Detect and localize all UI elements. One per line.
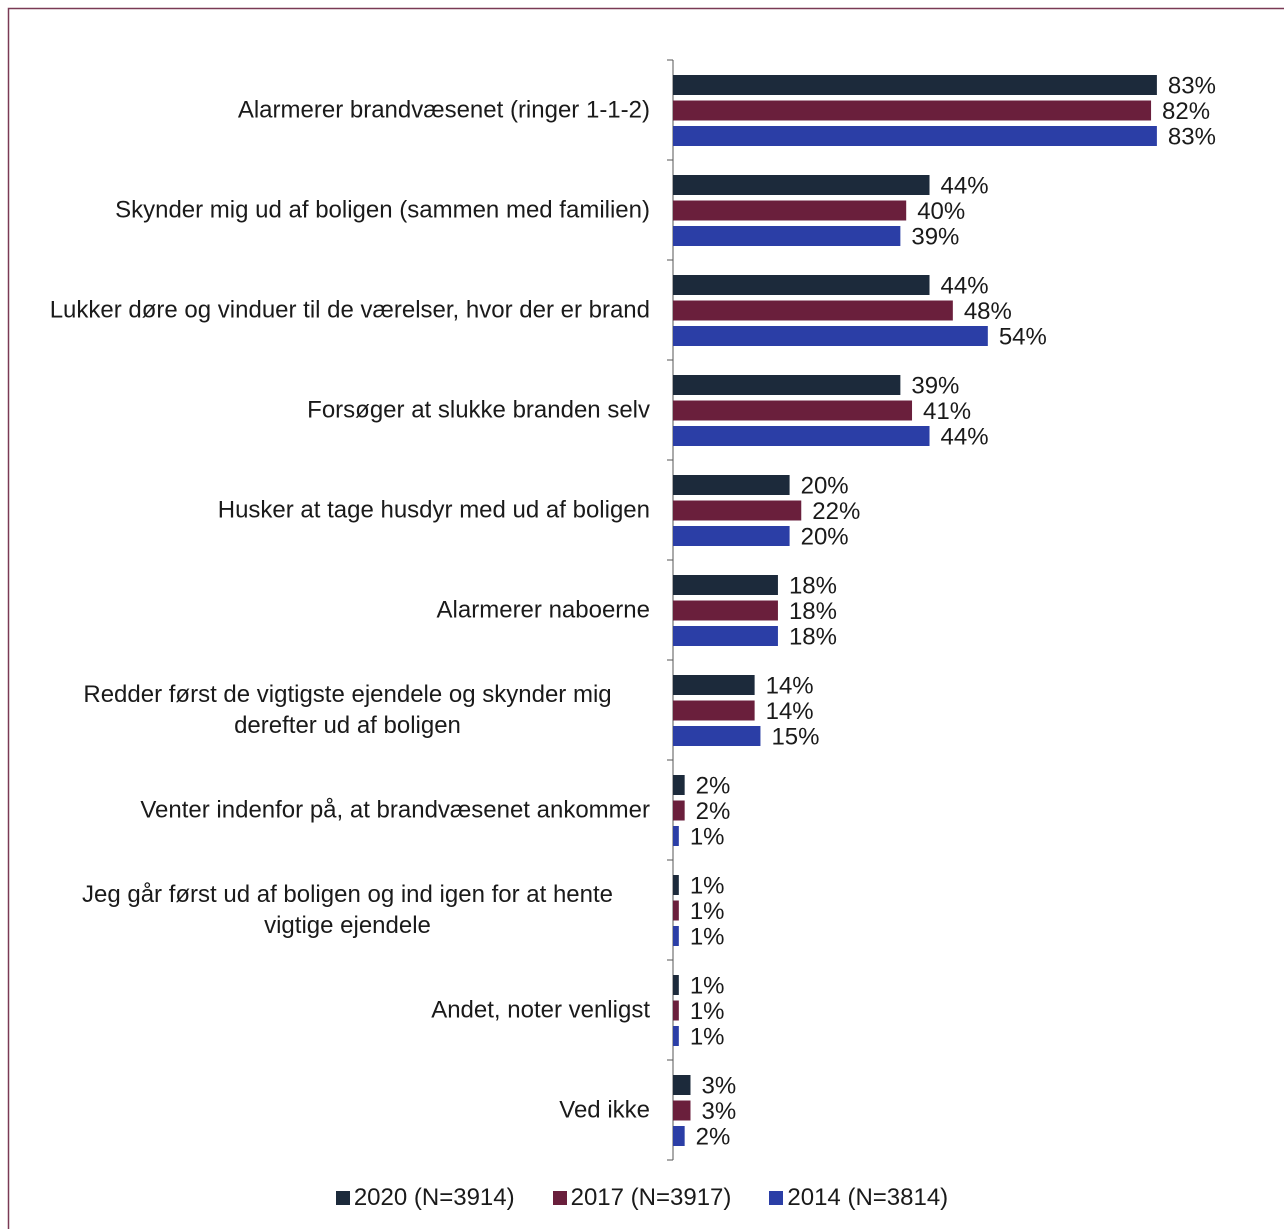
bar [673,275,930,295]
bar [673,800,685,821]
bar [673,1075,691,1095]
legend-item: 2020 (N=3914) [335,1184,515,1212]
bar [673,226,901,246]
legend-item: 2017 (N=3917) [552,1184,732,1212]
value-label: 14% [766,672,814,699]
bar [673,75,1157,95]
legend: 2020 (N=3914) 2017 (N=3917) 2014 (N=3814) [0,1184,1284,1212]
legend-item: 2014 (N=3814) [769,1184,948,1212]
bar [673,1026,679,1046]
bar [673,1100,691,1121]
value-label: 39% [911,372,959,399]
bar [673,975,679,995]
value-label: 18% [789,572,837,599]
category-label: Forsøger at slukke branden selv [307,396,650,424]
legend-swatch [769,1191,784,1205]
legend-label: 2014 (N=3814) [787,1184,949,1211]
value-label: 22% [812,498,860,525]
bar [673,500,802,521]
value-label: 83% [1168,72,1216,99]
value-label: 3% [701,1098,736,1125]
bar [673,526,790,546]
legend-swatch [552,1191,567,1205]
bar [673,175,930,195]
bar [673,575,778,595]
value-label: 1% [690,998,725,1025]
bar [673,1126,685,1146]
value-label: 1% [690,823,725,850]
value-label: 18% [789,598,837,625]
value-label: 44% [941,423,989,450]
bar [673,600,778,621]
bar [673,700,755,721]
value-label: 1% [690,923,725,950]
value-label: 48% [964,298,1012,325]
value-label: 82% [1162,98,1210,125]
bar [673,826,679,846]
bar [673,475,790,495]
value-label: 83% [1168,123,1216,150]
bar [673,875,679,895]
value-label: 41% [923,398,971,425]
value-label: 40% [917,198,965,225]
category-label: Alarmerer naboerne [436,596,650,624]
legend-label: 2020 (N=3914) [353,1184,515,1211]
category-label: Redder først de vigtigste ejendele og sk… [83,681,612,739]
value-label: 14% [766,698,814,725]
category-label: Skynder mig ud af boligen (sammen med fa… [115,196,650,224]
legend-swatch [335,1191,350,1205]
value-label: 20% [801,523,849,550]
value-label: 20% [801,472,849,499]
bar [673,300,953,321]
bar [673,626,778,646]
value-label: 44% [941,272,989,299]
value-label: 2% [696,1123,731,1150]
value-label: 15% [771,723,819,750]
bar [673,900,679,921]
frame [7,7,1284,1229]
bar [673,775,685,795]
bar [673,675,755,695]
bar [673,375,901,395]
category-label: Alarmerer brandvæsenet (ringer 1-1-2) [237,96,650,124]
value-label: 54% [999,323,1047,350]
value-label: 44% [941,172,989,199]
bar [673,726,761,746]
bar [673,426,930,446]
bar [673,1000,679,1021]
bar [673,200,907,221]
bar [673,126,1157,146]
value-label: 2% [696,772,731,799]
category-label: Ved ikke [559,1096,650,1124]
bar [673,100,1152,121]
value-label: 1% [690,1023,725,1050]
category-label: Husker at tage husdyr med ud af boligen [217,496,650,524]
value-label: 2% [696,798,731,825]
value-label: 3% [701,1072,736,1099]
bar [673,400,913,421]
category-label: Andet, noter venligst [431,996,650,1024]
bar [673,326,988,346]
bar [673,926,679,946]
value-label: 39% [911,223,959,250]
value-label: 1% [690,872,725,899]
category-label: Lukker døre og vinduer til de værelser, … [49,296,650,324]
value-label: 1% [690,898,725,925]
value-label: 1% [690,972,725,999]
category-label: Venter indenfor på, at brandvæsenet anko… [140,796,650,824]
legend-label: 2017 (N=3917) [570,1184,732,1211]
category-label: Jeg går først ud af boligen og ind igen … [81,881,613,939]
value-label: 18% [789,623,837,650]
